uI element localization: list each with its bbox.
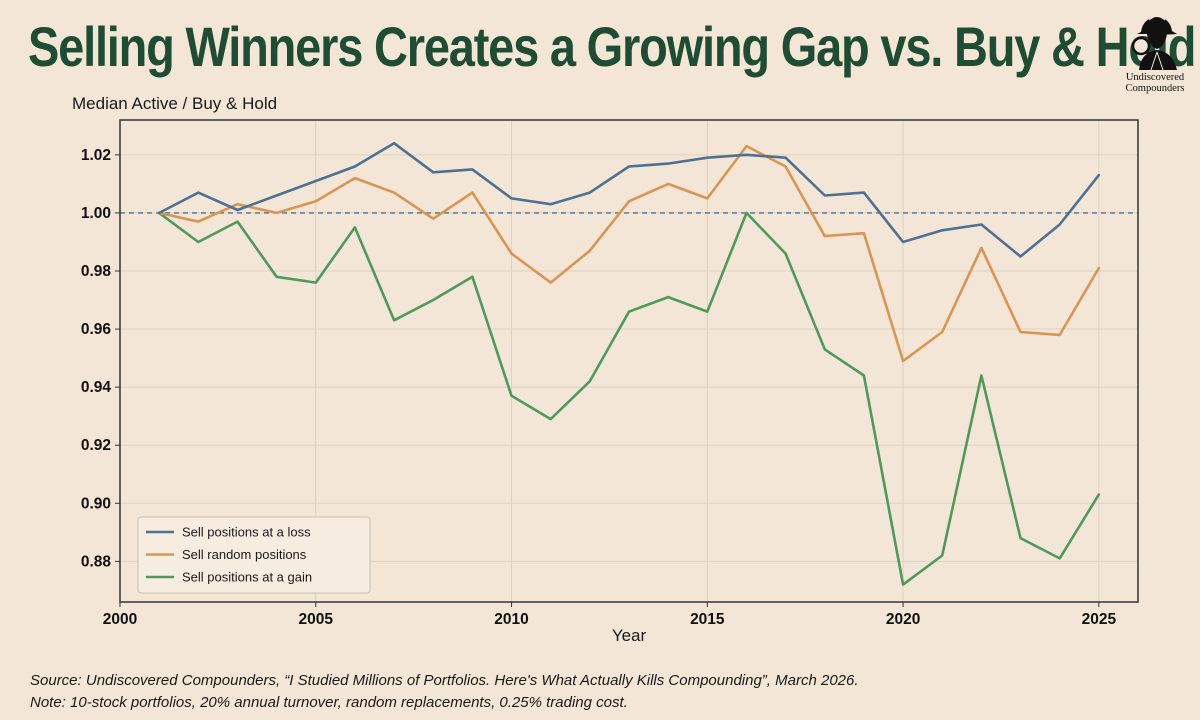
x-tick-label: 2005 xyxy=(299,611,334,628)
y-tick-label: 0.96 xyxy=(81,321,112,338)
footer: Source: Undiscovered Compounders, “I Stu… xyxy=(30,670,859,714)
x-tick-label: 2000 xyxy=(103,611,137,628)
y-tick-label: 0.92 xyxy=(81,437,111,454)
y-axis-title: Median Active / Buy & Hold xyxy=(72,94,278,113)
source-note: Source: Undiscovered Compounders, “I Stu… xyxy=(30,672,859,689)
x-axis-title: Year xyxy=(612,626,647,645)
legend: Sell positions at a loss Sell random posi… xyxy=(137,516,371,594)
brand-name-line2: Compounders xyxy=(1125,83,1185,94)
legend-label: Sell random positions xyxy=(182,547,307,562)
y-tick-label: 0.98 xyxy=(81,263,112,280)
method-note: Note: 10-stock portfolios, 20% annual tu… xyxy=(30,694,628,711)
detective-icon xyxy=(1131,14,1177,71)
legend-label: Sell positions at a gain xyxy=(182,570,312,585)
x-tick-label: 2015 xyxy=(690,611,725,628)
series-line-2 xyxy=(157,211,1101,586)
legend-label: Sell positions at a loss xyxy=(182,525,311,540)
y-tick-label: 0.88 xyxy=(81,553,112,570)
x-tick-label: 2020 xyxy=(886,611,920,628)
brand-logo: Undiscovered Compounders xyxy=(1112,12,1198,100)
legend-box xyxy=(137,516,371,594)
y-tick-label: 0.90 xyxy=(81,495,111,512)
plot-frame xyxy=(119,119,1139,603)
y-tick-labels: 0.88 0.90 0.92 0.94 0.96 0.98 1.00 1.02 xyxy=(81,147,120,570)
x-tick-label: 2025 xyxy=(1082,611,1117,628)
chart-title: Selling Winners Creates a Growing Gap vs… xyxy=(28,15,1196,78)
y-tick-label: 1.00 xyxy=(81,205,111,222)
series-line-1 xyxy=(157,144,1101,363)
series-lines xyxy=(157,141,1101,586)
x-tick-label: 2010 xyxy=(494,611,528,628)
x-tick-labels: 2000 2005 2010 2015 2020 2025 xyxy=(103,602,1117,628)
brand-name-line1: Undiscovered xyxy=(1125,72,1185,83)
series-line-0 xyxy=(157,141,1101,258)
line-chart: 2000 2005 2010 2015 2020 2025 0.88 0.90 0.92 0.9… xyxy=(81,119,1139,645)
y-tick-label: 1.02 xyxy=(81,147,111,164)
y-tick-label: 0.94 xyxy=(81,379,112,396)
